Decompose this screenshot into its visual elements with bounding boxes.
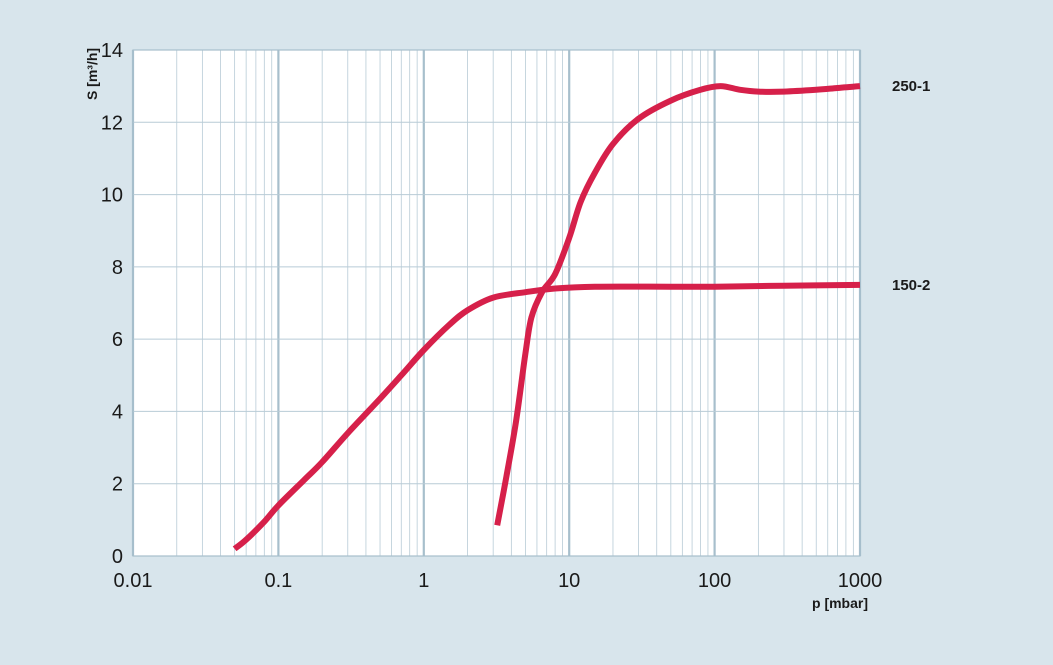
series-line-250-1 <box>494 83 861 526</box>
series-label-150-2: 150-2 <box>892 277 930 294</box>
x-tick-label: 10 <box>558 570 580 592</box>
y-tick-label: 0 <box>112 546 123 568</box>
y-tick-label: 8 <box>112 257 123 279</box>
x-tick-label: 1000 <box>838 570 883 592</box>
y-tick-label: 14 <box>101 40 123 62</box>
plot-frame <box>132 49 861 557</box>
tick-labels: 0.01 0.1 1 10 100 1000 0 2 4 6 8 10 12 14 <box>101 40 883 592</box>
x-tick-label: 0.1 <box>264 570 292 592</box>
x-tick-label: 1 <box>418 570 429 592</box>
grid <box>131 49 862 557</box>
y-tick-label: 4 <box>112 401 123 423</box>
plot-area <box>133 50 860 556</box>
series-line-150-2 <box>232 281 861 552</box>
y-axis-title: S [m³/h] <box>84 48 100 100</box>
series-label-250-1: 250-1 <box>892 78 930 95</box>
y-tick-label: 10 <box>101 185 123 207</box>
series-lines: 250-1 150-2 <box>232 78 930 552</box>
y-tick-label: 6 <box>112 329 123 351</box>
y-tick-label: 12 <box>101 112 123 134</box>
x-tick-label: 100 <box>698 570 731 592</box>
y-tick-label: 2 <box>112 474 123 496</box>
x-axis-title: p [mbar] <box>812 595 868 611</box>
x-tick-label: 0.01 <box>114 570 153 592</box>
